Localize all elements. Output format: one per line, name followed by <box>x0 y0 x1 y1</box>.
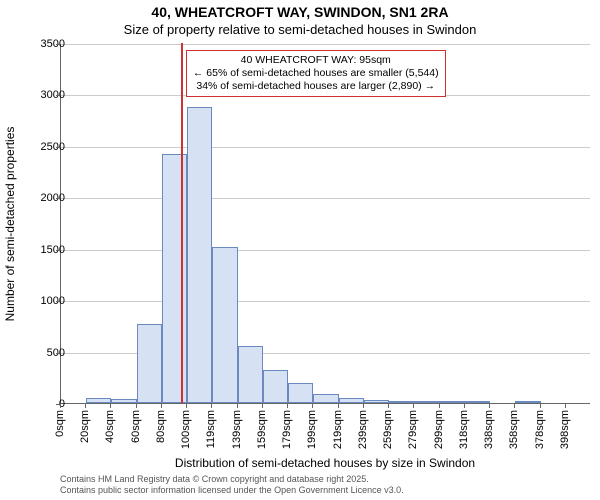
y-axis-label: Number of semi-detached properties <box>3 127 17 322</box>
x-tick-mark <box>287 404 288 408</box>
histogram-bar <box>389 401 414 403</box>
x-tick-label: 378sqm <box>534 410 546 449</box>
x-tick-label: 0sqm <box>54 410 66 437</box>
chart-title-sub: Size of property relative to semi-detach… <box>0 22 600 37</box>
x-tick-label: 80sqm <box>155 410 167 443</box>
x-tick-mark <box>388 404 389 408</box>
histogram-bar <box>263 370 288 403</box>
histogram-bar <box>162 154 187 403</box>
y-tick-mark <box>56 44 60 45</box>
histogram-bar <box>187 107 212 403</box>
x-tick-mark <box>312 404 313 408</box>
x-tick-mark <box>186 404 187 408</box>
x-tick-mark <box>363 404 364 408</box>
x-tick-mark <box>413 404 414 408</box>
x-tick-mark <box>464 404 465 408</box>
x-tick-mark <box>211 404 212 408</box>
y-tick-mark <box>56 198 60 199</box>
x-tick-label: 358sqm <box>508 410 520 449</box>
annotation-line3: 34% of semi-detached houses are larger (… <box>193 80 439 93</box>
x-tick-mark <box>136 404 137 408</box>
histogram-bar <box>288 383 313 403</box>
y-tick-mark <box>56 301 60 302</box>
property-marker-line <box>181 43 183 403</box>
x-tick-mark <box>514 404 515 408</box>
histogram-bar <box>515 401 540 403</box>
x-tick-label: 20sqm <box>79 410 91 443</box>
histogram-bar <box>313 394 338 403</box>
grid-line <box>61 44 590 45</box>
x-tick-label: 338sqm <box>483 410 495 449</box>
annotation-line1: 40 WHEATCROFT WAY: 95sqm <box>193 54 439 67</box>
x-tick-mark <box>565 404 566 408</box>
histogram-bar <box>86 398 111 403</box>
histogram-bar <box>137 324 162 403</box>
chart-container: 40, WHEATCROFT WAY, SWINDON, SN1 2RA Siz… <box>0 0 600 500</box>
property-annotation: 40 WHEATCROFT WAY: 95sqm← 65% of semi-de… <box>186 50 446 97</box>
grid-line <box>61 147 590 148</box>
y-tick-mark <box>56 147 60 148</box>
x-axis-label: Distribution of semi-detached houses by … <box>60 456 590 470</box>
grid-line <box>61 250 590 251</box>
x-tick-mark <box>540 404 541 408</box>
x-tick-mark <box>489 404 490 408</box>
x-tick-label: 139sqm <box>231 410 243 449</box>
annotation-line2: ← 65% of semi-detached houses are smalle… <box>193 67 439 80</box>
x-tick-label: 100sqm <box>180 410 192 449</box>
histogram-bar <box>465 401 490 403</box>
x-tick-label: 159sqm <box>256 410 268 449</box>
x-tick-label: 279sqm <box>407 410 419 449</box>
x-tick-label: 259sqm <box>382 410 394 449</box>
x-tick-label: 239sqm <box>357 410 369 449</box>
x-tick-label: 299sqm <box>433 410 445 449</box>
histogram-bar <box>339 398 364 403</box>
x-tick-label: 40sqm <box>104 410 116 443</box>
x-tick-label: 119sqm <box>205 410 217 448</box>
histogram-bar <box>364 400 389 403</box>
histogram-bar <box>212 247 237 403</box>
x-tick-mark <box>60 404 61 408</box>
plot-area <box>60 44 590 404</box>
histogram-bar <box>414 401 439 403</box>
x-tick-mark <box>161 404 162 408</box>
x-tick-label: 318sqm <box>458 410 470 449</box>
x-tick-mark <box>237 404 238 408</box>
x-tick-mark <box>110 404 111 408</box>
x-tick-label: 179sqm <box>281 410 293 449</box>
histogram-bar <box>111 399 136 403</box>
x-tick-label: 398sqm <box>559 410 571 449</box>
x-tick-mark <box>439 404 440 408</box>
y-tick-mark <box>56 353 60 354</box>
footer-line1: Contains HM Land Registry data © Crown c… <box>60 474 404 485</box>
chart-title-main: 40, WHEATCROFT WAY, SWINDON, SN1 2RA <box>0 4 600 20</box>
x-tick-label: 60sqm <box>130 410 142 443</box>
histogram-bar <box>238 346 263 403</box>
x-tick-mark <box>338 404 339 408</box>
y-tick-mark <box>56 250 60 251</box>
grid-line <box>61 198 590 199</box>
x-tick-label: 219sqm <box>332 410 344 449</box>
x-tick-mark <box>85 404 86 408</box>
y-tick-mark <box>56 95 60 96</box>
grid-line <box>61 301 590 302</box>
footer-attribution: Contains HM Land Registry data © Crown c… <box>60 474 404 496</box>
footer-line2: Contains public sector information licen… <box>60 485 404 496</box>
x-tick-mark <box>262 404 263 408</box>
x-tick-label: 199sqm <box>306 410 318 449</box>
histogram-bar <box>440 401 465 403</box>
